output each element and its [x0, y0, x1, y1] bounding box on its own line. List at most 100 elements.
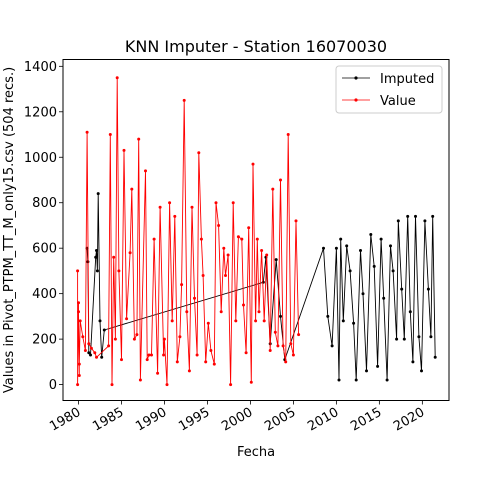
data-point-value	[229, 383, 233, 387]
data-point-imputed	[87, 351, 91, 355]
data-point-value	[231, 201, 235, 205]
data-point-value	[190, 205, 194, 209]
data-point-value	[265, 253, 269, 257]
data-point-imputed	[361, 292, 365, 296]
data-point-value	[197, 151, 201, 155]
data-point-imputed	[352, 321, 356, 325]
data-point-value	[77, 310, 80, 314]
data-point-value	[240, 237, 244, 241]
data-point-value	[152, 237, 156, 241]
data-point-value	[76, 383, 80, 387]
data-point-imputed	[102, 328, 106, 332]
data-point-value	[209, 349, 213, 352]
data-point-imputed	[396, 219, 400, 223]
data-point-imputed	[98, 319, 102, 323]
data-point-imputed	[95, 269, 99, 273]
data-point-value	[249, 380, 253, 384]
data-point-value	[125, 317, 129, 321]
data-point-imputed	[326, 314, 330, 318]
data-point-imputed	[414, 214, 417, 218]
data-point-value	[135, 333, 139, 337]
legend: Imputed Value	[335, 65, 443, 114]
data-point-value	[178, 335, 182, 339]
data-point-value	[162, 353, 166, 357]
x-axis-label: Fecha	[237, 445, 275, 460]
data-point-value	[83, 349, 87, 352]
data-point-imputed	[100, 355, 104, 359]
data-point-value	[199, 237, 203, 241]
legend-value-marker	[354, 98, 358, 102]
data-point-value	[85, 130, 89, 134]
y-tick-label: 200	[32, 333, 57, 348]
data-point-value	[108, 133, 112, 136]
data-point-imputed	[94, 255, 98, 259]
data-point-value	[78, 319, 82, 323]
data-point-value	[281, 344, 285, 348]
data-point-imputed	[372, 264, 376, 268]
data-point-imputed	[369, 233, 373, 236]
data-point-value	[234, 319, 238, 323]
data-point-value	[77, 374, 81, 377]
data-point-value	[193, 296, 196, 300]
data-point-value	[112, 255, 116, 259]
y-axis-ticks: 0 200 400 600 800 1000 1200 1400	[24, 60, 63, 393]
data-point-value	[289, 342, 293, 346]
data-point-value	[224, 274, 227, 277]
data-point-value	[130, 187, 134, 191]
data-point-value	[279, 178, 282, 182]
data-point-value	[76, 269, 80, 273]
data-point-value	[268, 349, 272, 352]
data-point-value	[214, 201, 218, 205]
y-tick-label: 1400	[24, 60, 57, 75]
legend-imputed-label: Imputed	[380, 72, 434, 87]
data-point-value	[254, 319, 258, 323]
data-point-value	[212, 362, 216, 366]
data-point-value	[122, 148, 126, 152]
data-point-value	[107, 344, 111, 348]
data-point-imputed	[334, 246, 338, 250]
data-point-value	[77, 362, 81, 366]
data-point-imputed	[429, 335, 433, 339]
data-point-imputed	[359, 249, 362, 252]
data-point-value	[158, 205, 162, 209]
data-point-value	[180, 283, 184, 287]
y-tick-label: 800	[32, 196, 57, 211]
data-point-value	[226, 253, 230, 257]
data-point-value	[271, 187, 275, 191]
data-point-imputed	[348, 269, 352, 273]
data-point-value	[156, 371, 160, 375]
data-point-value	[286, 133, 290, 136]
data-point-value	[257, 310, 261, 314]
data-point-value	[236, 235, 240, 239]
data-point-value	[144, 169, 147, 173]
data-point-value	[182, 98, 186, 102]
legend-value-label: Value	[380, 94, 416, 109]
data-point-value	[137, 137, 141, 141]
data-point-imputed	[382, 296, 386, 300]
data-point-imputed	[96, 192, 100, 196]
data-point-value	[170, 319, 174, 323]
data-point-value	[217, 224, 221, 227]
data-point-value	[195, 353, 199, 357]
data-point-value	[117, 269, 121, 273]
y-axis-label: Values in Pivot_PTPM_TT_M_only15.csv (50…	[2, 67, 17, 393]
data-point-imputed	[395, 337, 399, 341]
data-point-value	[297, 333, 301, 337]
data-point-value	[276, 344, 280, 348]
data-point-value	[150, 353, 153, 357]
data-point-imputed	[379, 237, 383, 241]
data-point-value	[260, 249, 264, 252]
y-tick-label: 0	[49, 378, 57, 393]
data-point-value	[251, 162, 255, 166]
data-point-imputed	[400, 287, 404, 291]
data-point-imputed	[322, 246, 325, 250]
data-point-value	[128, 251, 132, 255]
legend-imputed-marker	[354, 76, 358, 80]
data-point-value	[242, 303, 245, 307]
data-point-imputed	[330, 344, 334, 348]
series-imputed	[85, 192, 437, 382]
y-tick-label: 1200	[24, 105, 57, 120]
data-point-value	[284, 360, 288, 364]
